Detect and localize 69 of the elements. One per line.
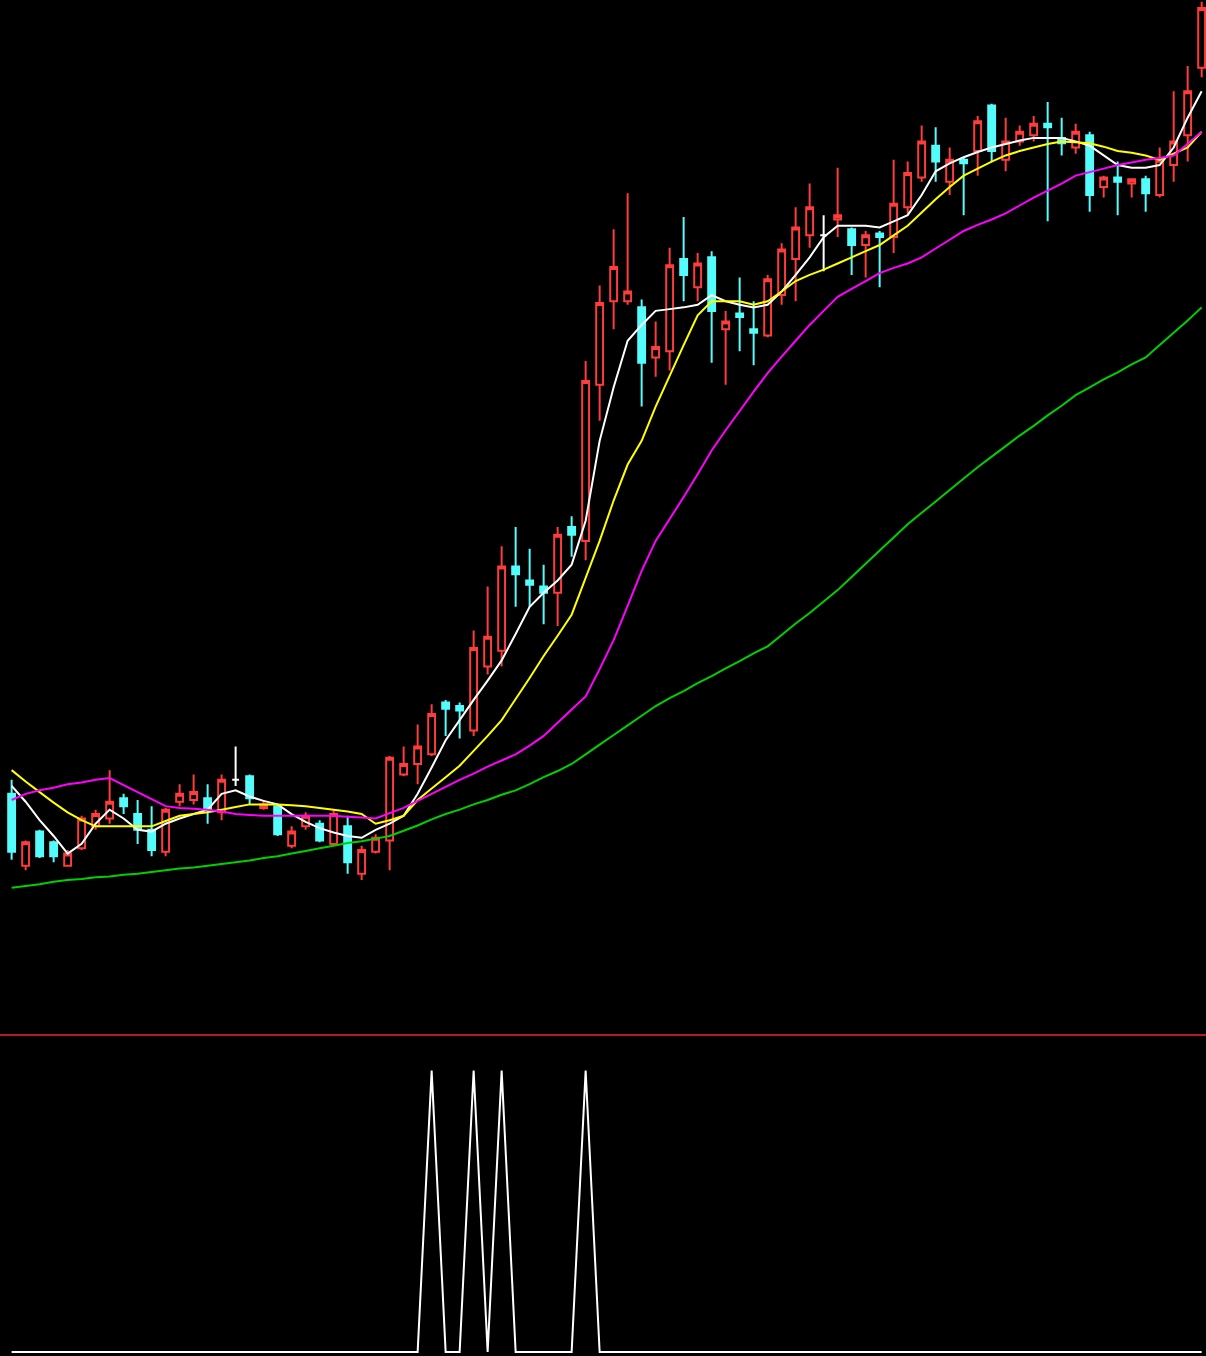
candlestick xyxy=(889,158,899,254)
candlestick xyxy=(511,525,521,608)
candlestick xyxy=(721,309,731,386)
candlestick xyxy=(917,124,927,183)
candlestick xyxy=(357,844,367,881)
candlestick xyxy=(987,102,997,163)
candlestick xyxy=(791,206,801,303)
candlestick xyxy=(651,320,661,378)
candlestick xyxy=(707,250,717,364)
candlestick xyxy=(553,525,563,628)
candlestick xyxy=(21,839,31,872)
candlestick xyxy=(819,214,829,273)
candlestick xyxy=(847,226,857,276)
candlestick xyxy=(399,745,409,778)
candlestick xyxy=(413,723,423,786)
candlestick xyxy=(609,228,619,331)
candlestick xyxy=(119,792,129,816)
candlestick xyxy=(595,284,605,422)
candlestick xyxy=(735,276,745,353)
candlestick xyxy=(875,229,885,289)
candlestick xyxy=(1043,100,1053,223)
candlestick xyxy=(1127,178,1137,199)
candlestick xyxy=(105,769,115,825)
candlestick xyxy=(175,783,185,808)
candlestick xyxy=(665,246,675,372)
candlestick xyxy=(441,698,451,737)
candlestick xyxy=(455,701,465,740)
candlestick xyxy=(497,545,507,668)
candlestick xyxy=(539,563,549,626)
candlestick xyxy=(189,773,199,806)
candlestick xyxy=(623,192,633,306)
candlestick xyxy=(973,114,983,177)
candlestick xyxy=(931,126,941,183)
candlestick xyxy=(1029,114,1039,143)
candlestick xyxy=(483,585,493,676)
candlestick xyxy=(1099,174,1109,199)
candlestick xyxy=(35,828,45,859)
candlestick xyxy=(525,547,535,608)
candlestick xyxy=(161,806,171,858)
candlestick xyxy=(1183,64,1193,163)
candlestick xyxy=(679,215,689,303)
candlestick xyxy=(287,825,297,850)
candlestick xyxy=(49,839,59,864)
candlestick xyxy=(1085,130,1095,213)
candlestick xyxy=(777,242,787,306)
candlestick xyxy=(861,229,871,279)
candlestick xyxy=(385,755,395,872)
candlestick xyxy=(805,182,815,249)
candlestick xyxy=(147,805,157,858)
candlestick xyxy=(749,300,759,367)
candlestick xyxy=(469,629,479,737)
candlestick xyxy=(693,251,703,303)
candlestick xyxy=(427,703,437,758)
candlestick xyxy=(833,166,843,239)
candlestick xyxy=(7,778,17,861)
candlestick xyxy=(63,849,73,867)
candlestick xyxy=(1155,146,1165,199)
candlestick xyxy=(231,745,241,787)
candlestick xyxy=(343,814,353,875)
candlestick xyxy=(567,515,577,558)
candlestick xyxy=(637,298,647,408)
candlestick xyxy=(903,160,913,215)
candlestick xyxy=(1141,174,1151,213)
candlestick xyxy=(945,146,955,196)
candlestick xyxy=(763,273,773,339)
candlestick xyxy=(959,156,969,217)
candlestick xyxy=(245,773,255,806)
candlestick xyxy=(1113,160,1123,217)
candlestick xyxy=(581,359,591,562)
